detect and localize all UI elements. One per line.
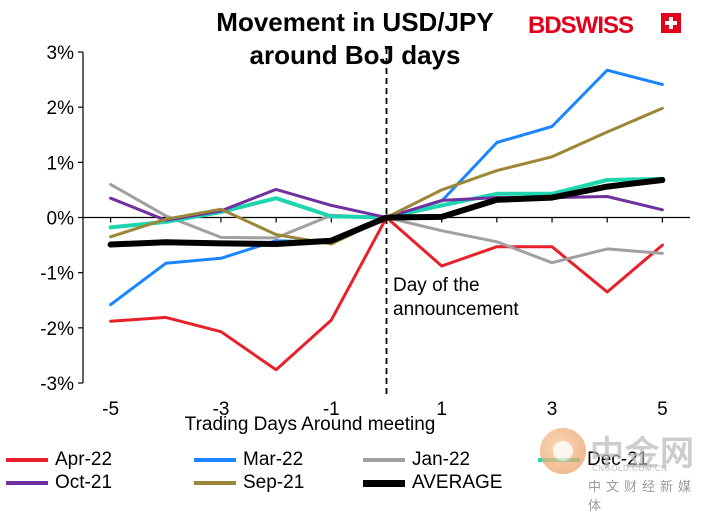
announcement-annotation: Day of the announcement xyxy=(393,274,563,322)
x-tick-label: 3 xyxy=(547,399,558,420)
y-tick-label: -1% xyxy=(40,264,74,285)
swiss-cross-icon xyxy=(661,13,681,33)
watermark-url: CNGOLD.COM.CN xyxy=(592,464,668,473)
annotation-line-2: announcement xyxy=(393,299,519,320)
x-tick-label: 1 xyxy=(436,399,447,420)
series-group xyxy=(107,68,666,372)
y-tick-label: 2% xyxy=(47,98,75,119)
y-tick-label: 0% xyxy=(47,209,75,230)
axes: 3% 2% 1% 0% -1% -2% -3% -5 -3 -1 1 3 5 xyxy=(40,43,690,420)
chart-title-line-2: around BoJ days xyxy=(249,40,461,70)
watermark: 中金网 CNGOLD.COM.CN 中文财经新媒体 xyxy=(540,424,700,513)
x-tick-label: 5 xyxy=(657,399,668,420)
x-axis-label: Trading Days Around meeting xyxy=(184,414,436,435)
y-tick-label: -2% xyxy=(40,319,74,340)
x-tick-label: -5 xyxy=(102,399,119,420)
x-tick-label: -3 xyxy=(213,399,230,420)
chart-title-line-1: Movement in USD/JPY xyxy=(216,7,494,37)
chart-canvas: 3% 2% 1% 0% -1% -2% -3% -5 -3 -1 1 3 5 xyxy=(40,43,690,420)
y-tick-label: -3% xyxy=(40,374,74,395)
watermark-sub: 中文财经新媒体 xyxy=(588,479,697,513)
series-line-average xyxy=(107,177,666,248)
y-tick-label: 1% xyxy=(47,153,75,174)
chart-title: Movement in USD/JPY around BoJ days xyxy=(150,6,560,72)
x-tick-label: -1 xyxy=(323,399,340,420)
coin-logo-icon xyxy=(540,428,586,474)
y-tick-label: 3% xyxy=(47,43,75,64)
brand-logo: BDSWISS xyxy=(528,12,634,39)
annotation-line-1: Day of the xyxy=(393,275,480,296)
watermark-cn: 中金网 xyxy=(590,435,695,473)
